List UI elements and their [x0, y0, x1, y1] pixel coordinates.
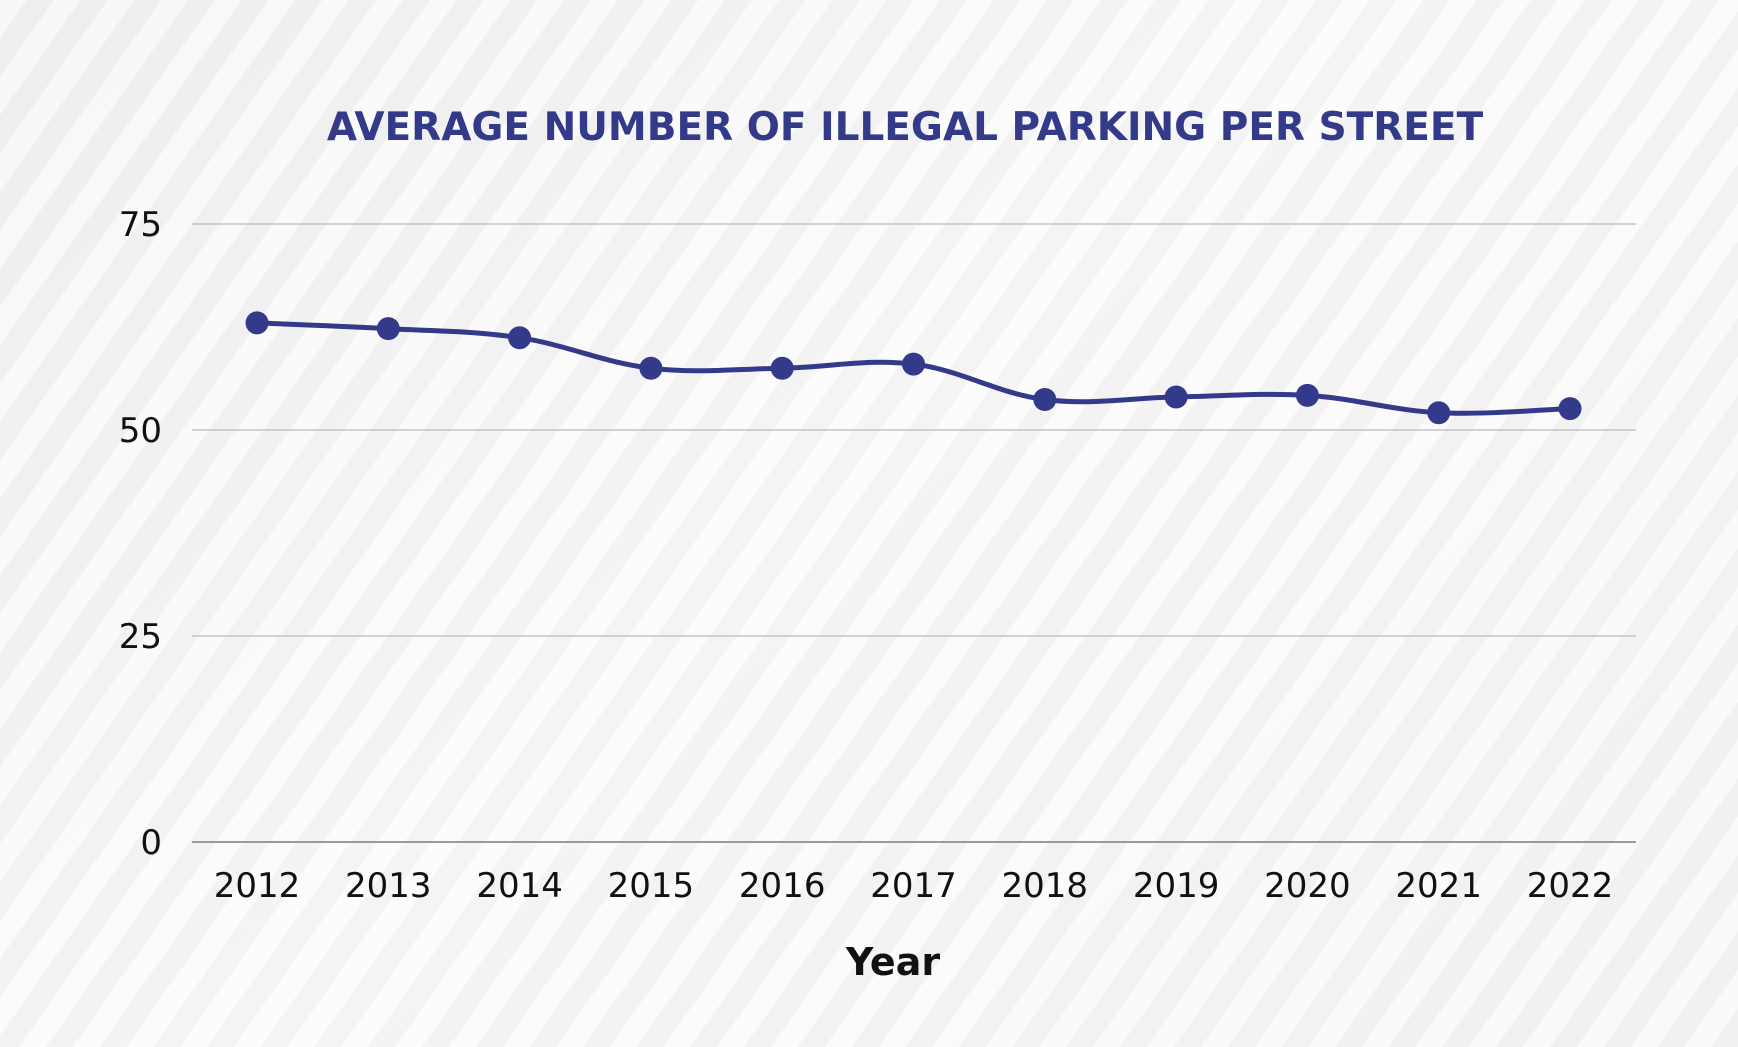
y-axis-ticks: 0 25 50 75 [119, 205, 162, 863]
x-tick-label: 2014 [476, 866, 563, 906]
data-point-2022 [1558, 397, 1582, 421]
data-point-2021 [1427, 401, 1451, 425]
x-tick-label: 2017 [870, 866, 957, 906]
data-point-2016 [770, 356, 794, 380]
y-tick-label: 75 [119, 205, 162, 245]
data-point-2017 [902, 352, 925, 376]
gridlines [192, 223, 1636, 843]
x-axis-title: Year [845, 940, 940, 984]
x-tick-label: 2020 [1264, 866, 1351, 906]
data-point-2019 [1164, 385, 1188, 409]
x-tick-label: 2016 [739, 866, 826, 906]
chart-title: AVERAGE NUMBER OF ILLEGAL PARKING PER ST… [327, 105, 1484, 150]
x-tick-label: 2012 [214, 866, 301, 906]
x-tick-label: 2013 [345, 866, 432, 906]
data-point-2014 [508, 326, 532, 350]
x-tick-label: 2021 [1395, 866, 1482, 906]
x-tick-label: 2019 [1133, 866, 1220, 906]
y-tick-label: 0 [140, 823, 162, 863]
y-tick-label: 25 [119, 617, 162, 657]
series-layer [245, 311, 1582, 425]
data-point-2018 [1033, 388, 1057, 412]
data-point-2013 [376, 317, 400, 341]
x-tick-label: 2018 [1002, 866, 1089, 906]
data-point-2020 [1295, 383, 1319, 407]
y-tick-label: 50 [119, 411, 162, 451]
x-tick-label: 2015 [608, 866, 695, 906]
x-tick-label: 2022 [1527, 866, 1614, 906]
data-point-2015 [639, 356, 663, 380]
data-point-2012 [245, 311, 269, 335]
x-axis-ticks: 2012 2013 2014 2015 2016 2017 2018 2019 2020 2021… [214, 866, 1614, 906]
